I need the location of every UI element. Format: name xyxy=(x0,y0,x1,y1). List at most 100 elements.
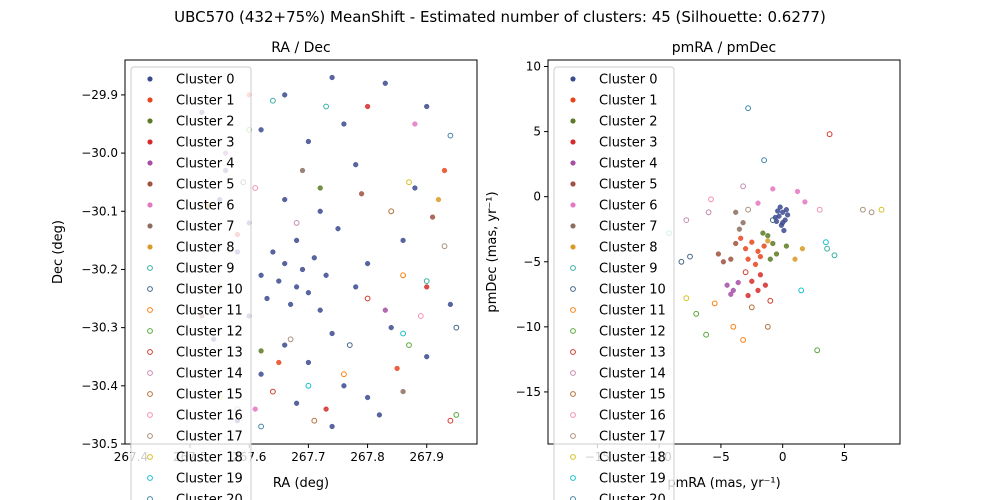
radec-point xyxy=(341,121,347,127)
pm-legend-entry: Cluster 20 xyxy=(599,493,666,500)
radec-point xyxy=(400,237,406,244)
radec-point xyxy=(417,313,424,319)
pm-legend-entry: Cluster 6 xyxy=(599,199,658,214)
pm-point xyxy=(728,256,734,262)
radec-point xyxy=(252,185,259,191)
pm-legend-marker xyxy=(570,97,576,103)
pm-point xyxy=(780,209,786,215)
pm-legend-marker xyxy=(570,370,576,376)
pm-point xyxy=(770,186,776,192)
pm-legend-marker xyxy=(570,454,576,460)
radec-legend-marker xyxy=(147,118,153,124)
pm-point xyxy=(724,282,730,288)
pm-point xyxy=(781,227,787,234)
radec-point xyxy=(323,103,330,110)
pm-legend-entry: Cluster 9 xyxy=(599,262,658,277)
pm-y-ticks: 10 5 0 −5 −10 −15 xyxy=(516,60,548,399)
radec-frame xyxy=(124,59,478,445)
radec-x-tick-label: 267.9 xyxy=(410,450,444,464)
radec-point xyxy=(270,249,276,255)
radec-point xyxy=(412,185,418,191)
radec-point xyxy=(400,272,407,279)
radec-legend-entry: Cluster 14 xyxy=(176,367,243,382)
radec-legend-marker xyxy=(147,307,153,313)
radec-point xyxy=(311,255,317,261)
pm-point xyxy=(816,206,823,213)
radec-x-tick-label: 267.7 xyxy=(291,450,325,464)
pm-point xyxy=(831,252,838,259)
radec-point xyxy=(341,383,347,389)
radec-y-tick-label: −30.4 xyxy=(81,379,118,393)
pm-point xyxy=(814,347,821,354)
pm-point xyxy=(742,269,749,276)
pm-point xyxy=(765,233,771,239)
pm-x-tick-label: −5 xyxy=(712,450,730,464)
pm-y-tick-label: −15 xyxy=(516,385,541,399)
radec-legend-marker xyxy=(147,433,153,439)
pm-point xyxy=(748,304,755,311)
pm-legend-entry: Cluster 11 xyxy=(599,304,666,319)
radec-legend-entry: Cluster 15 xyxy=(176,388,243,403)
pm-legend-marker xyxy=(570,202,576,208)
radec-point xyxy=(424,103,430,110)
pm-point xyxy=(783,243,790,249)
pm-point xyxy=(728,291,734,297)
pm-legend: Cluster 0 Cluster 1 Cluster 2 Cluster 3 Clus… xyxy=(553,66,675,500)
pm-legend-entry: Cluster 16 xyxy=(599,409,666,424)
pm-legend-marker xyxy=(570,412,576,418)
pm-legend-marker xyxy=(570,286,576,292)
radec-y-tick-label: −30.5 xyxy=(81,437,118,451)
pm-legend-entry: Cluster 17 xyxy=(599,430,666,445)
radec-point xyxy=(365,261,371,267)
radec-point xyxy=(305,290,312,296)
pm-legend-entry: Cluster 19 xyxy=(599,472,666,487)
pm-point xyxy=(683,217,690,224)
radec-panel: RA / Dec 267.4267.5267.6267.7267.8267.9 … xyxy=(51,40,478,500)
radec-y-tick-label: −30.0 xyxy=(81,146,118,160)
radec-point xyxy=(305,138,312,145)
radec-point xyxy=(447,132,454,139)
pm-point xyxy=(868,209,875,216)
pm-point xyxy=(733,240,739,247)
radec-legend-entry: Cluster 5 xyxy=(176,178,235,193)
pm-point xyxy=(740,337,746,343)
radec-legend-marker xyxy=(147,412,153,418)
radec-legend-entry: Cluster 0 xyxy=(176,73,235,88)
radec-legend-entry: Cluster 18 xyxy=(176,451,243,466)
pm-point xyxy=(767,297,774,304)
radec-point xyxy=(282,197,288,203)
radec-point xyxy=(364,295,371,302)
radec-point xyxy=(288,301,294,308)
pm-point xyxy=(770,240,776,247)
pm-point xyxy=(740,183,746,190)
radec-point xyxy=(258,272,264,278)
radec-legend-entry: Cluster 8 xyxy=(176,241,235,256)
radec-point xyxy=(453,412,460,418)
radec-legend-entry: Cluster 12 xyxy=(176,325,243,340)
radec-point xyxy=(406,179,412,186)
radec-legend-marker xyxy=(147,223,153,229)
pm-point xyxy=(683,295,690,302)
pm-point xyxy=(764,323,771,330)
radec-legend-marker xyxy=(147,181,153,187)
radec-point xyxy=(365,103,371,110)
radec-point xyxy=(353,162,359,168)
pm-point xyxy=(705,209,712,216)
radec-legend-marker xyxy=(147,328,153,334)
pm-point xyxy=(740,220,746,226)
radec-point xyxy=(294,400,300,406)
radec-legend-marker xyxy=(147,349,153,355)
pm-point xyxy=(765,238,771,244)
radec-point xyxy=(317,307,323,313)
radec-legend-entry: Cluster 7 xyxy=(176,220,235,235)
pm-points xyxy=(666,105,885,354)
pm-x-tick-label: 0 xyxy=(779,450,787,464)
pm-legend-entry: Cluster 8 xyxy=(599,241,658,256)
radec-ylabel: Dec (deg) xyxy=(51,220,66,284)
pm-legend-entry: Cluster 5 xyxy=(599,178,658,193)
radec-point xyxy=(270,388,276,395)
pm-point xyxy=(761,157,767,164)
radec-legend-entry: Cluster 16 xyxy=(176,409,243,424)
radec-y-tick-label: −30.3 xyxy=(81,321,118,335)
radec-legend-marker xyxy=(147,454,153,460)
